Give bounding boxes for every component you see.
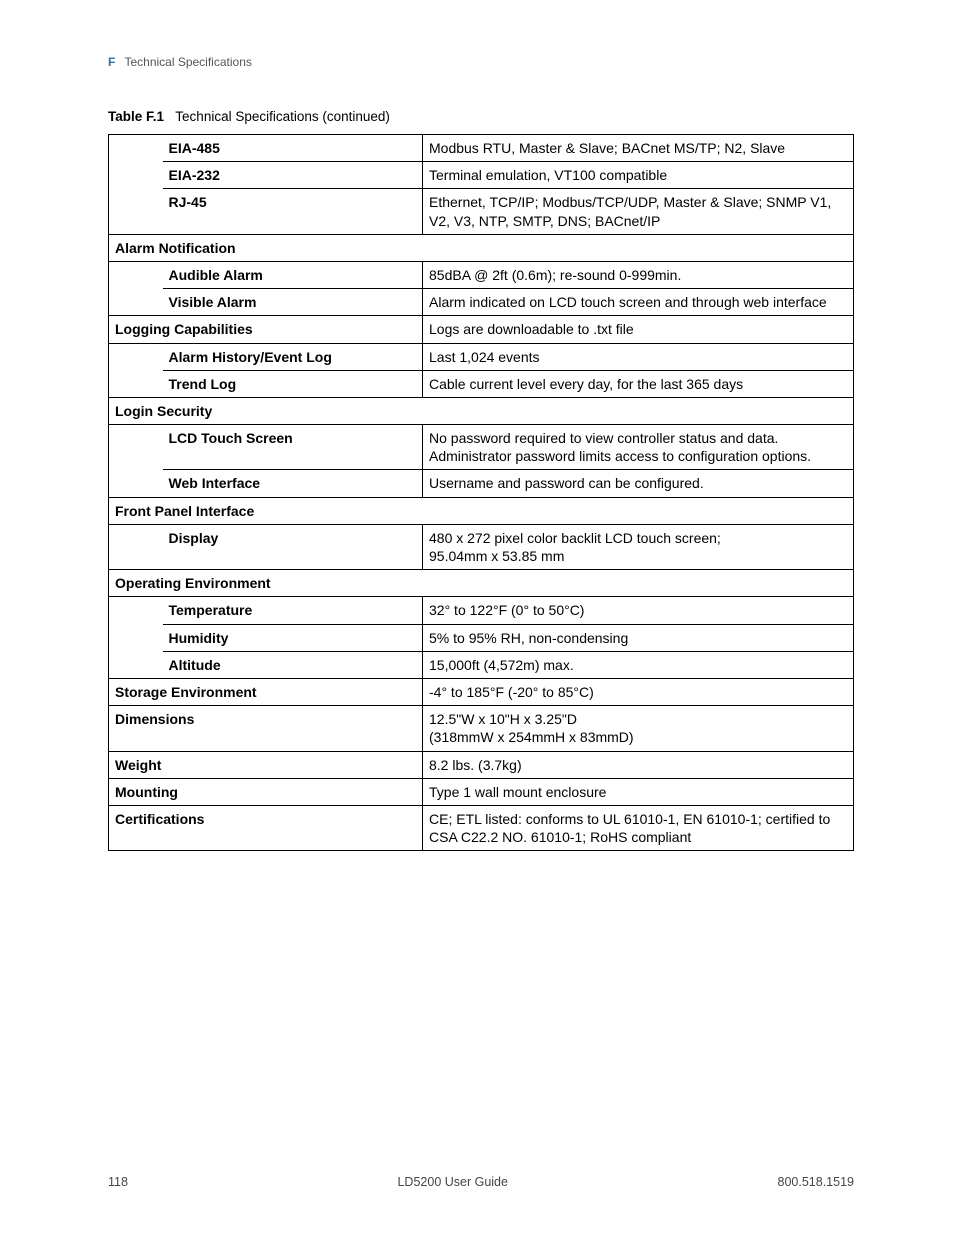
table-row: Weight8.2 lbs. (3.7kg) bbox=[109, 751, 854, 778]
spec-label: EIA-232 bbox=[163, 162, 423, 189]
section-label: Alarm Notification bbox=[109, 234, 854, 261]
spec-value: Type 1 wall mount enclosure bbox=[423, 778, 854, 805]
spec-label: LCD Touch Screen bbox=[163, 425, 423, 470]
spec-label: Temperature bbox=[163, 597, 423, 624]
spec-label: Humidity bbox=[163, 624, 423, 651]
indent-cell bbox=[109, 261, 163, 315]
table-row: Dimensions12.5"W x 10"H x 3.25"D(318mmW … bbox=[109, 706, 854, 751]
table-row: LCD Touch ScreenNo password required to … bbox=[109, 425, 854, 470]
table-row: Humidity5% to 95% RH, non-condensing bbox=[109, 624, 854, 651]
spec-value: 12.5"W x 10"H x 3.25"D(318mmW x 254mmH x… bbox=[423, 706, 854, 751]
section-label: Weight bbox=[109, 751, 423, 778]
spec-value: Last 1,024 events bbox=[423, 343, 854, 370]
spec-value: Terminal emulation, VT100 compatible bbox=[423, 162, 854, 189]
spec-value: CE; ETL listed: conforms to UL 61010-1, … bbox=[423, 805, 854, 850]
spec-value: Cable current level every day, for the l… bbox=[423, 370, 854, 397]
spec-value: 15,000ft (4,572m) max. bbox=[423, 651, 854, 678]
spec-label: Trend Log bbox=[163, 370, 423, 397]
table-row: EIA-485Modbus RTU, Master & Slave; BACne… bbox=[109, 135, 854, 162]
spec-value: Logs are downloadable to .txt file bbox=[423, 316, 854, 343]
spec-label: Visible Alarm bbox=[163, 289, 423, 316]
spec-value: Username and password can be configured. bbox=[423, 470, 854, 497]
spec-value: Modbus RTU, Master & Slave; BACnet MS/TP… bbox=[423, 135, 854, 162]
table-row: Display480 x 272 pixel color backlit LCD… bbox=[109, 524, 854, 569]
section-label: Mounting bbox=[109, 778, 423, 805]
caption-title: Technical Specifications (continued) bbox=[175, 109, 390, 124]
table-row: Front Panel Interface bbox=[109, 497, 854, 524]
indent-cell bbox=[109, 343, 163, 397]
section-label: Operating Environment bbox=[109, 570, 854, 597]
table-row: MountingType 1 wall mount enclosure bbox=[109, 778, 854, 805]
indent-cell bbox=[109, 597, 163, 679]
table-caption: Table F.1 Technical Specifications (cont… bbox=[108, 109, 854, 124]
spec-value: 85dBA @ 2ft (0.6m); re-sound 0-999min. bbox=[423, 261, 854, 288]
table-row: Audible Alarm85dBA @ 2ft (0.6m); re-soun… bbox=[109, 261, 854, 288]
table-row: Web InterfaceUsername and password can b… bbox=[109, 470, 854, 497]
indent-cell bbox=[109, 425, 163, 498]
spec-value: 480 x 272 pixel color backlit LCD touch … bbox=[423, 524, 854, 569]
section-label: Front Panel Interface bbox=[109, 497, 854, 524]
footer-page: 118 bbox=[108, 1175, 128, 1189]
page-footer: 118 LD5200 User Guide 800.518.1519 bbox=[108, 1175, 854, 1189]
table-row: Trend LogCable current level every day, … bbox=[109, 370, 854, 397]
spec-label: RJ-45 bbox=[163, 189, 423, 234]
spec-value: 5% to 95% RH, non-condensing bbox=[423, 624, 854, 651]
spec-label: Altitude bbox=[163, 651, 423, 678]
table-row: Visible AlarmAlarm indicated on LCD touc… bbox=[109, 289, 854, 316]
caption-label: Table F.1 bbox=[108, 109, 164, 124]
section-label: Dimensions bbox=[109, 706, 423, 751]
table-row: RJ-45Ethernet, TCP/IP; Modbus/TCP/UDP, M… bbox=[109, 189, 854, 234]
table-row: Temperature32° to 122°F (0° to 50°C) bbox=[109, 597, 854, 624]
page-header: F Technical Specifications bbox=[108, 55, 854, 69]
spec-label: Display bbox=[163, 524, 423, 569]
section-label: Logging Capabilities bbox=[109, 316, 423, 343]
spec-value: Alarm indicated on LCD touch screen and … bbox=[423, 289, 854, 316]
appendix-letter: F bbox=[108, 55, 115, 69]
table-row: Login Security bbox=[109, 397, 854, 424]
table-row: Storage Environment-4° to 185°F (-20° to… bbox=[109, 678, 854, 705]
spec-value: Ethernet, TCP/IP; Modbus/TCP/UDP, Master… bbox=[423, 189, 854, 234]
table-row: EIA-232Terminal emulation, VT100 compati… bbox=[109, 162, 854, 189]
footer-doc: LD5200 User Guide bbox=[397, 1175, 507, 1189]
spec-value: -4° to 185°F (-20° to 85°C) bbox=[423, 678, 854, 705]
section-label: Certifications bbox=[109, 805, 423, 850]
section-label: Storage Environment bbox=[109, 678, 423, 705]
spec-label: Alarm History/Event Log bbox=[163, 343, 423, 370]
footer-phone: 800.518.1519 bbox=[778, 1175, 854, 1189]
table-row: CertificationsCE; ETL listed: conforms t… bbox=[109, 805, 854, 850]
spec-label: EIA-485 bbox=[163, 135, 423, 162]
table-row: Altitude15,000ft (4,572m) max. bbox=[109, 651, 854, 678]
appendix-title: Technical Specifications bbox=[124, 55, 251, 69]
spec-label: Web Interface bbox=[163, 470, 423, 497]
table-row: Operating Environment bbox=[109, 570, 854, 597]
section-label: Login Security bbox=[109, 397, 854, 424]
table-row: Alarm History/Event LogLast 1,024 events bbox=[109, 343, 854, 370]
indent-cell bbox=[109, 135, 163, 235]
spec-label: Audible Alarm bbox=[163, 261, 423, 288]
table-row: Logging CapabilitiesLogs are downloadabl… bbox=[109, 316, 854, 343]
spec-value: 32° to 122°F (0° to 50°C) bbox=[423, 597, 854, 624]
spec-value: No password required to view controller … bbox=[423, 425, 854, 470]
spec-table: EIA-485Modbus RTU, Master & Slave; BACne… bbox=[108, 134, 854, 851]
indent-cell bbox=[109, 524, 163, 569]
table-row: Alarm Notification bbox=[109, 234, 854, 261]
spec-value: 8.2 lbs. (3.7kg) bbox=[423, 751, 854, 778]
